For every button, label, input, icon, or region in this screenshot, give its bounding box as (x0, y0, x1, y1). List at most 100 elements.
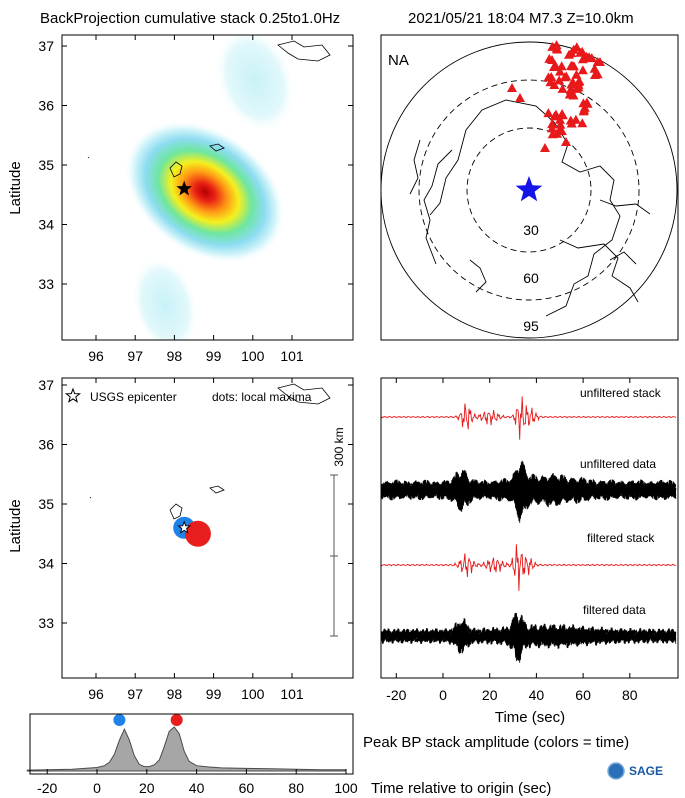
station-marker (577, 118, 588, 128)
station-marker (559, 72, 570, 82)
station-marker (571, 69, 582, 79)
peak-ticks: -20 0 20 40 60 80 100 (37, 769, 358, 796)
waveform-frame (380, 377, 679, 679)
ring-label-60: 60 (523, 270, 539, 286)
station-marker (547, 123, 558, 133)
lon-tick-label: 100 (241, 686, 265, 702)
station-map-frame (380, 34, 679, 341)
peak-amplitude-area (26, 726, 347, 772)
station-marker (557, 109, 568, 118)
coast-a1 (87, 40, 331, 178)
waveform-ticks: -20 0 20 40 60 80 (386, 378, 638, 703)
station-marker (557, 83, 568, 93)
station-marker (570, 114, 581, 124)
waveform-traces (381, 396, 677, 663)
station-marker (577, 65, 588, 75)
peak-frame (29, 713, 354, 775)
scale-label: 300 km (332, 427, 346, 466)
peak-tick-label: 60 (239, 780, 255, 796)
label-filtered-stack: filtered stack (587, 531, 655, 545)
heatmap-frame (61, 34, 354, 341)
time-tick-label: 60 (575, 687, 591, 703)
station-marker (543, 108, 554, 118)
legend-star-icon (64, 387, 82, 403)
peak-markers (113, 714, 183, 726)
local-maximum-dot (184, 520, 211, 547)
ring-label-30: 30 (523, 222, 539, 238)
station-marker (547, 55, 557, 64)
lat-tick-label: 36 (38, 437, 54, 453)
peak-tick-label: 100 (334, 780, 358, 796)
lat-tick-label: 34 (38, 217, 54, 233)
ring-30 (466, 127, 592, 253)
waveform-trace (381, 472, 677, 523)
heat-main (124, 120, 286, 264)
station-marker (547, 129, 558, 139)
maxima-ticks: 96 97 98 99 100 101 37 36 35 34 33 (38, 377, 353, 702)
heatmap-ylabel: Latitude (7, 161, 24, 214)
station-marker (554, 75, 565, 85)
region-label: NA (388, 52, 409, 69)
station-marker (555, 114, 565, 124)
station-marker (555, 66, 565, 76)
station-marker (540, 143, 550, 152)
lat-tick-label: 34 (38, 556, 54, 572)
ring-60 (418, 79, 640, 301)
lon-tick-label: 97 (127, 348, 143, 364)
station-marker (565, 84, 576, 94)
peak-tick-label: -20 (37, 780, 57, 796)
peak-marker (113, 714, 126, 726)
time-tick-label: 40 (529, 687, 545, 703)
station-marker (595, 57, 605, 66)
lon-tick-label: 100 (241, 348, 265, 364)
heat-lobe-s (131, 255, 199, 340)
peak-xlabel: Time relative to origin (sec) (371, 780, 551, 797)
peak-tick-label: 0 (93, 780, 101, 796)
heat-lobe-ne (214, 35, 296, 134)
lat-tick-label: 33 (38, 615, 54, 631)
lon-tick-label: 96 (88, 348, 104, 364)
time-tick-label: 80 (622, 687, 638, 703)
lat-tick-label: 33 (38, 276, 54, 292)
station-marker (579, 105, 589, 114)
station-marker (545, 77, 556, 87)
station-marker (590, 70, 600, 79)
time-tick-label: 0 (439, 687, 447, 703)
station-marker (507, 83, 517, 92)
station-marker (555, 119, 566, 129)
maxima-frame (61, 377, 354, 679)
station-marker (567, 77, 578, 87)
legend-dots: dots: local maxima (212, 390, 312, 404)
station-marker (567, 61, 578, 71)
waveform-trace (381, 619, 677, 660)
heatmap-panel: 96 97 98 99 100 101 37 36 35 34 33 Latitude (7, 34, 354, 364)
lat-tick-label: 37 (38, 38, 54, 54)
local-maxima-dots (173, 516, 211, 547)
label-unfiltered-stack: unfiltered stack (580, 386, 662, 400)
waveform-trace (381, 621, 677, 663)
waveform-trace (381, 544, 676, 591)
lat-tick-label: 37 (38, 377, 54, 393)
station-marker (551, 40, 562, 50)
peak-caption: Peak BP stack amplitude (colors = time) (363, 734, 629, 751)
peak-marker (170, 714, 183, 726)
figure-title: BackProjection cumulative stack 0.25to1.… (40, 10, 341, 27)
station-marker (584, 52, 595, 62)
station-map-panel: NA 30 60 95 (380, 34, 679, 341)
epicenter-star-c (177, 520, 192, 534)
lon-tick-label: 98 (167, 686, 183, 702)
station-marker (575, 47, 586, 57)
lon-tick-label: 101 (280, 348, 304, 364)
coastlines (409, 99, 651, 317)
peak-tick-label: 20 (139, 780, 155, 796)
station-marker (564, 49, 574, 59)
nsf-logo-icon (607, 762, 625, 780)
waveform-xlabel: Time (sec) (495, 709, 565, 726)
time-tick-label: 20 (482, 687, 498, 703)
lon-tick-label: 97 (127, 686, 143, 702)
lon-tick-label: 98 (167, 348, 183, 364)
station-marker (550, 60, 561, 70)
lat-tick-label: 35 (38, 496, 54, 512)
event-info: 2021/05/21 18:04 M7.3 Z=10.0km (408, 10, 634, 27)
